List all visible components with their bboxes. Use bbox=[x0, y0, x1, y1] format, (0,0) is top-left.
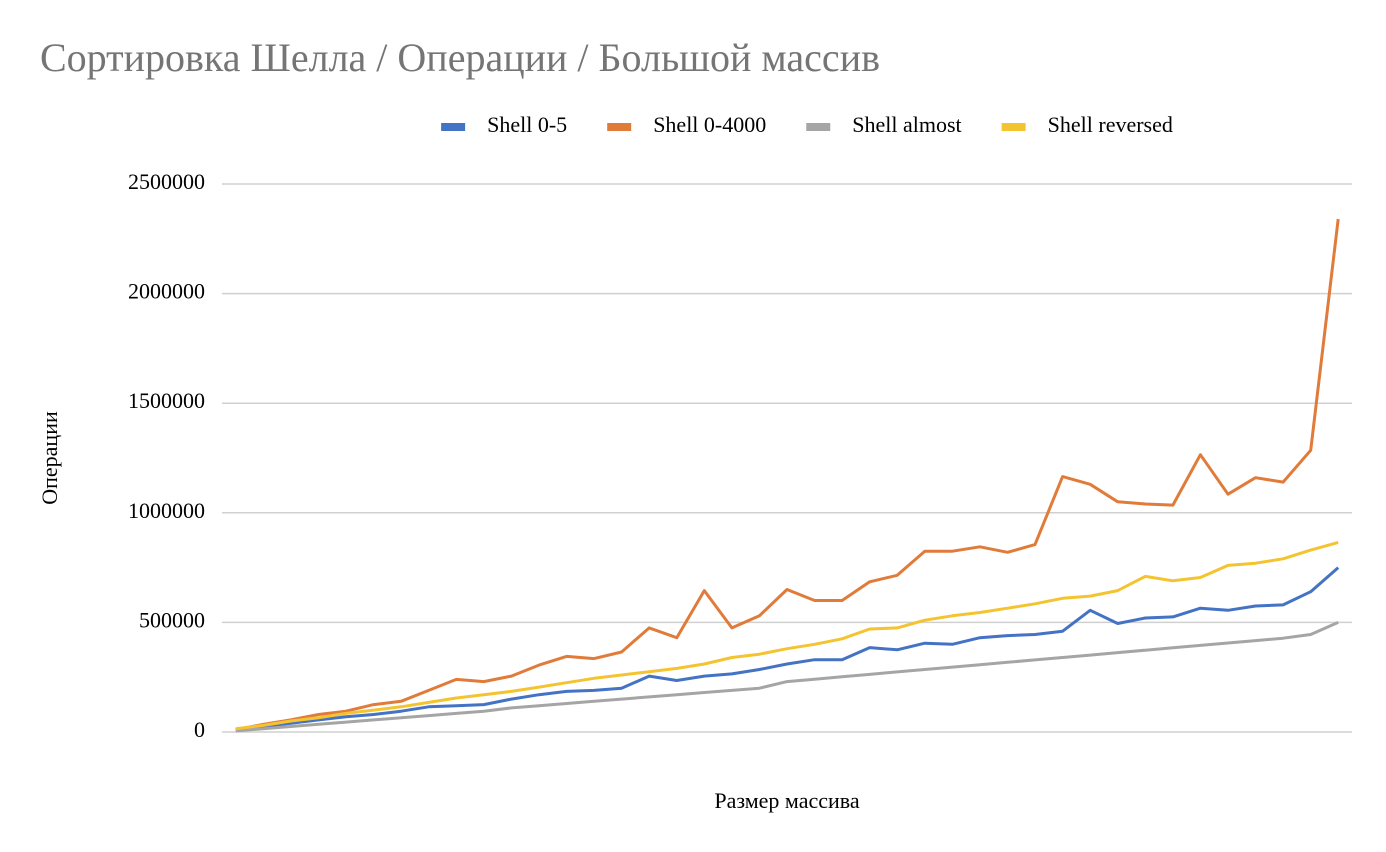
y-tick-label: 0 bbox=[194, 717, 205, 742]
y-tick-label: 2500000 bbox=[128, 169, 205, 194]
legend-label: Shell almost bbox=[852, 112, 961, 137]
x-axis-label: Размер массива bbox=[714, 788, 860, 813]
legend-label: Shell 0-5 bbox=[487, 112, 567, 137]
line-series bbox=[235, 218, 1340, 732]
legend-swatch bbox=[1001, 123, 1026, 131]
y-tick-label: 1500000 bbox=[128, 388, 205, 413]
legend-label: Shell 0-4000 bbox=[653, 112, 766, 137]
line-series bbox=[235, 566, 1340, 732]
y-tick-label: 2000000 bbox=[128, 279, 205, 304]
y-axis-label: Операции bbox=[37, 411, 62, 505]
legend-swatch bbox=[441, 123, 466, 131]
chart-title: Сортировка Шелла / Операции / Большой ма… bbox=[40, 35, 880, 80]
legend-swatch bbox=[607, 123, 632, 131]
legend-swatch bbox=[806, 123, 831, 131]
line-series bbox=[235, 540, 1339, 731]
y-tick-label: 1000000 bbox=[128, 498, 205, 523]
line-series bbox=[235, 621, 1339, 733]
legend-label: Shell reversed bbox=[1048, 112, 1173, 137]
y-tick-label: 500000 bbox=[139, 607, 205, 632]
